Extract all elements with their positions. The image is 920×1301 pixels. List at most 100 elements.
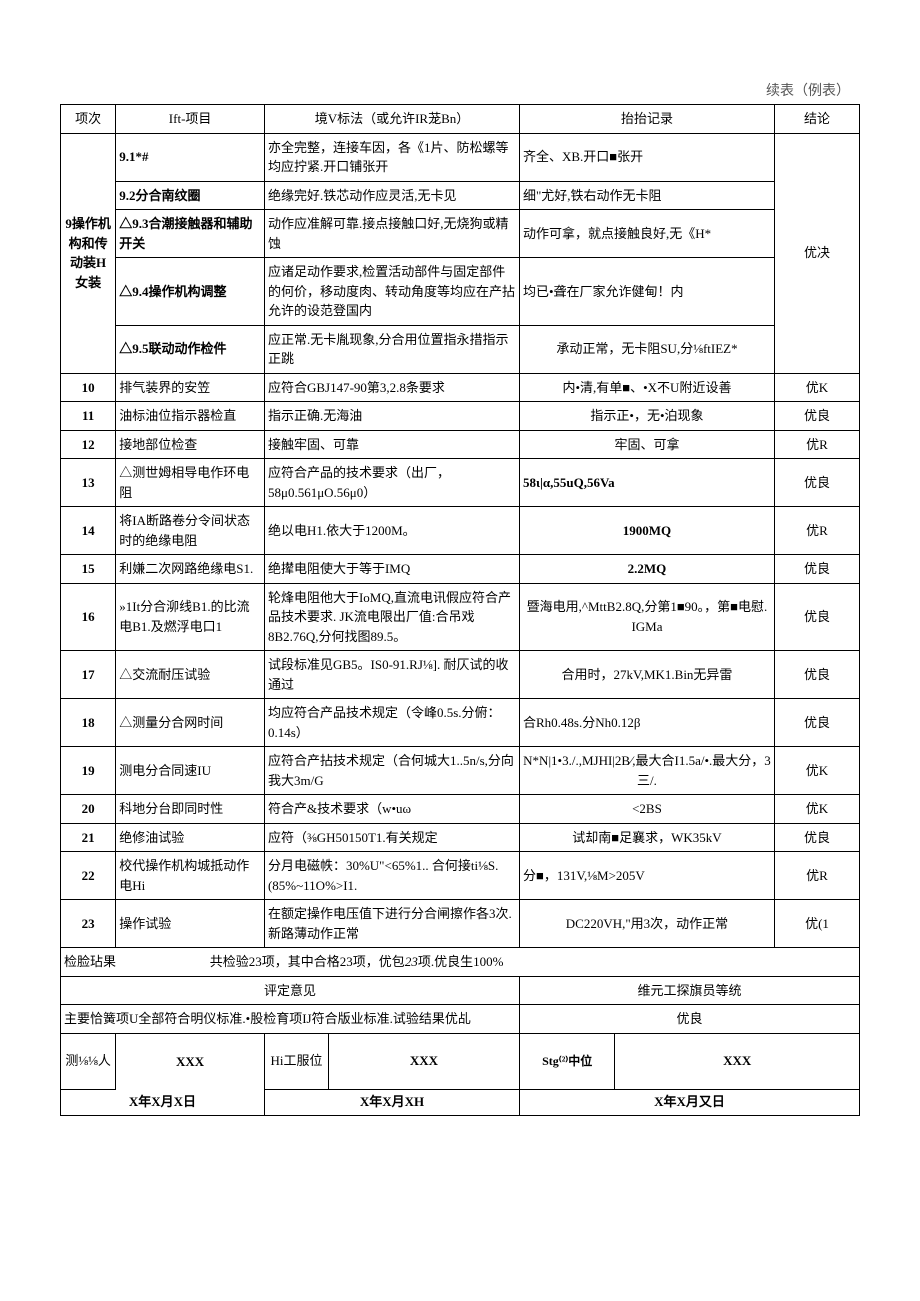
- index-cell: 13: [61, 459, 116, 507]
- record-cell: 齐全、XB.开口■张开: [519, 133, 774, 181]
- standard-cell: 在额定操作电压值下进行分合闸擦作各3次.新路薄动作正常: [264, 900, 519, 948]
- record-cell: 试却南■足襄求，WK35kV: [519, 823, 774, 852]
- sig-label-2: Hi工服位: [265, 1034, 329, 1089]
- standard-cell: 轮烽电阻他大于IoMQ,直流电讯假应符合产品技术要求. JK流电限出厂值:合吊戏…: [264, 583, 519, 651]
- index-cell: 20: [61, 795, 116, 824]
- table-row: 15 利嫌二次网路绝缘电S1. 绝撵电阻使大于等于IMQ 2.2MQ 优良: [61, 555, 860, 584]
- result-cell: 优良: [774, 402, 859, 431]
- standard-cell: 均应符合产品技术规定（令峰0.5s.分俯：0.14s）: [264, 699, 519, 747]
- summary-row: 检脸玷果 共检验23项，其中合格23项，优包23项.优良生100%: [61, 948, 860, 977]
- record-cell: 58ι|α,55uQ,56Va: [519, 459, 774, 507]
- item-cell: 排气装界的安笠: [116, 373, 265, 402]
- table-row: 19 测电分合同速IU 应符合产拈技术规定（合何城大1..5n/s,分向我大3m…: [61, 747, 860, 795]
- item-cell: 9.2分合南纹圈: [116, 181, 265, 210]
- record-cell: 内•清,有单■、•X不U附近设善: [519, 373, 774, 402]
- standard-cell: 动作应准解可靠.接点接触口好,无烧狗或精蚀: [264, 210, 519, 258]
- opinion-row: 主要恰簧项U全部符合明仪标准.•股检育项IJ符合版业标准.试验结果优乩 优良: [61, 1005, 860, 1034]
- standard-cell: 试段标准见GB5。IS0-91.RJ⅛]. 耐仄试的收通过: [264, 651, 519, 699]
- table-row: 23 操作试验 在额定操作电压值下进行分合闸擦作各3次.新路薄动作正常 DC22…: [61, 900, 860, 948]
- item-cell: 油标油位指示器检直: [116, 402, 265, 431]
- index-cell: 22: [61, 852, 116, 900]
- result-cell: 优良: [774, 823, 859, 852]
- opinion-header-right: 维元工探旗员等统: [519, 976, 859, 1005]
- col-header-record: 抬抬记录: [519, 105, 774, 134]
- table-row: 14 将IA断路卷分令间状态时的绝缘电阻 绝以电H1.依大于1200M。 190…: [61, 507, 860, 555]
- result-cell: 优(1: [774, 900, 859, 948]
- item-cell: 测电分合同速IU: [116, 747, 265, 795]
- table-row: 9.2分合南纹圈 绝缘完好.铁芯动作应灵活,无卡见 细"尤好,铁右动作无卡阻: [61, 181, 860, 210]
- signature-date-row: X年X月X日 X年X月XH X年X月又日: [61, 1089, 860, 1116]
- item-cell: △9.5联动动作检件: [116, 325, 265, 373]
- result-cell: 优良: [774, 651, 859, 699]
- record-cell: 分■，131V,⅛M>205V: [519, 852, 774, 900]
- record-cell: <2BS: [519, 795, 774, 824]
- record-cell: 牢固、可拿: [519, 430, 774, 459]
- result-cell: 优K: [774, 747, 859, 795]
- col-header-standard: 境V标法（或允许IR茏Bn）: [264, 105, 519, 134]
- record-cell: DC220VH,"用3次，动作正常: [519, 900, 774, 948]
- table-row: 12 接地部位检查 接触牢固、可靠 牢固、可拿 优R: [61, 430, 860, 459]
- continuation-label: 续表（例表）: [60, 80, 860, 100]
- sig-label-1: 测⅛⅛人: [61, 1033, 116, 1089]
- record-cell: 1900MQ: [519, 507, 774, 555]
- index-cell: 16: [61, 583, 116, 651]
- record-cell: N*N|1•3./.,MJHI|2B∕,最大合I1.5a/•.最大分，3三/.: [519, 747, 774, 795]
- index-cell: 12: [61, 430, 116, 459]
- col-header-index: 项次: [61, 105, 116, 134]
- table-row: 21 绝修油试验 应符（⅜GH50150T1.有关规定 试却南■足襄求，WK35…: [61, 823, 860, 852]
- index-cell: 18: [61, 699, 116, 747]
- table-row: 9操作机构和传动装H女装 9.1*# 亦全完整，连接车因，各《1片、防松螺等均应…: [61, 133, 860, 181]
- result-cell: 优良: [774, 555, 859, 584]
- summary-text: 共检验23项，其中合格23项，优包23项.优良生100%: [210, 954, 504, 969]
- standard-cell: 应符合产品的技术要求（出厂，58μ0.561μO.56μ0）: [264, 459, 519, 507]
- sig-date-2: X年X月XH: [264, 1089, 519, 1116]
- table-row: △9.3合潮接触器和辅助开关 动作应准解可靠.接点接触口好,无烧狗或精蚀 动作可…: [61, 210, 860, 258]
- group-index-9: 9操作机构和传动装H女装: [61, 133, 116, 373]
- item-cell: 将IA断路卷分令间状态时的绝缘电阻: [116, 507, 265, 555]
- item-cell: △测世姆相导电作环电阻: [116, 459, 265, 507]
- standard-cell: 亦全完整，连接车因，各《1片、防松螺等均应拧紧.开口铺张开: [264, 133, 519, 181]
- sig-name-3: XXX: [615, 1034, 859, 1089]
- sig-name-2: XXX: [328, 1034, 519, 1089]
- opinion-header-row: 评定意见 维元工探旗员等统: [61, 976, 860, 1005]
- standard-cell: 应诸足动作要求,检置活动部件与固定部件的何价，移动度肉、转动角度等均应在产拈允许…: [264, 258, 519, 326]
- item-cell: △9.4操作机构调整: [116, 258, 265, 326]
- record-cell: 指示正•，无•泊现象: [519, 402, 774, 431]
- result-cell: 优K: [774, 795, 859, 824]
- item-cell: 接地部位检查: [116, 430, 265, 459]
- result-cell: 优良: [774, 583, 859, 651]
- result-cell: 优R: [774, 430, 859, 459]
- item-cell: 绝修油试验: [116, 823, 265, 852]
- opinion-grade: 优良: [519, 1005, 859, 1034]
- standard-cell: 应符（⅜GH50150T1.有关规定: [264, 823, 519, 852]
- standard-cell: 应正常.无卡胤现象,分合用位置指永措指示正跳: [264, 325, 519, 373]
- standard-cell: 绝缘完好.铁芯动作应灵活,无卡见: [264, 181, 519, 210]
- index-cell: 23: [61, 900, 116, 948]
- sig-name-1: XXX: [116, 1033, 265, 1089]
- table-row: △9.5联动动作检件 应正常.无卡胤现象,分合用位置指永措指示正跳 承动正常，无…: [61, 325, 860, 373]
- sig-label-3: Stg⁽²⁾中位: [520, 1034, 615, 1089]
- standard-cell: 绝撵电阻使大于等于IMQ: [264, 555, 519, 584]
- table-row: 22 校代操作机构城抵动作电Hi 分月电磁帙：30%U"<65%1.. 合何接t…: [61, 852, 860, 900]
- result-cell: 优决: [774, 133, 859, 373]
- item-cell: △交流耐压试验: [116, 651, 265, 699]
- opinion-text: 主要恰簧项U全部符合明仪标准.•股检育项IJ符合版业标准.试验结果优乩: [61, 1005, 520, 1034]
- record-cell: 均已•聋在厂家允诈健甸！内: [519, 258, 774, 326]
- result-cell: 优K: [774, 373, 859, 402]
- col-header-item: Ift-项目: [116, 105, 265, 134]
- table-header-row: 项次 Ift-项目 境V标法（或允许IR茏Bn） 抬抬记录 结论: [61, 105, 860, 134]
- item-cell: 科地分台即同时性: [116, 795, 265, 824]
- index-cell: 17: [61, 651, 116, 699]
- item-cell: 操作试验: [116, 900, 265, 948]
- record-cell: 合Rh0.48s.分Nh0.12β: [519, 699, 774, 747]
- table-row: △9.4操作机构调整 应诸足动作要求,检置活动部件与固定部件的何价，移动度肉、转…: [61, 258, 860, 326]
- item-cell: △测量分合网时间: [116, 699, 265, 747]
- table-row: 13 △测世姆相导电作环电阻 应符合产品的技术要求（出厂，58μ0.561μO.…: [61, 459, 860, 507]
- result-cell: 优R: [774, 852, 859, 900]
- table-row: 17 △交流耐压试验 试段标准见GB5。IS0-91.RJ⅛]. 耐仄试的收通过…: [61, 651, 860, 699]
- standard-cell: 绝以电H1.依大于1200M。: [264, 507, 519, 555]
- sig-date-1: X年X月X日: [61, 1089, 265, 1116]
- standard-cell: 应符合产拈技术规定（合何城大1..5n/s,分向我大3m/G: [264, 747, 519, 795]
- record-cell: 承动正常，无卡阻SU,分⅛ftIEZ*: [519, 325, 774, 373]
- index-cell: 10: [61, 373, 116, 402]
